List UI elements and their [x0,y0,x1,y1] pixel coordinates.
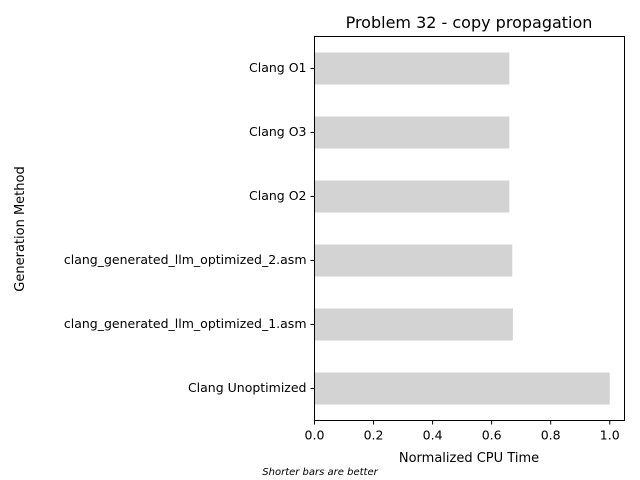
x-tick-group: 0.0 0.2 0.4 0.6 0.8 1.0 [305,420,620,443]
y-tick-label: Clang Unoptimized [188,380,307,395]
plot-frame [314,36,625,421]
bar-2 [314,180,510,213]
y-tick-label: Clang O2 [249,188,306,203]
y-tick-group: Clang O1 Clang O3 Clang O2 clang_generated_… [64,60,315,395]
x-tick-label: 0.4 [423,428,443,443]
x-tick-label: 0.2 [364,428,384,443]
y-tick-label: Clang O3 [249,124,306,139]
x-tick-label: 0.8 [541,428,561,443]
x-axis-label: Normalized CPU Time [399,451,539,466]
bar-1 [314,116,510,149]
bar-4 [314,308,513,341]
chart-title: Problem 32 - copy propagation [346,13,593,32]
y-tick-label: Clang O1 [249,60,306,75]
bar-0 [314,52,510,85]
y-axis-label: Generation Method [13,166,28,291]
bar-5 [314,372,610,405]
x-tick-label: 0.6 [482,428,502,443]
footnote: Shorter bars are better [262,467,378,478]
bars-group [314,52,610,405]
x-tick-label: 0.0 [305,428,325,443]
bar-3 [314,244,513,277]
x-tick-label: 1.0 [600,428,620,443]
y-tick-label: clang_generated_llm_optimized_1.asm [64,316,307,331]
y-tick-label: clang_generated_llm_optimized_2.asm [64,252,307,267]
